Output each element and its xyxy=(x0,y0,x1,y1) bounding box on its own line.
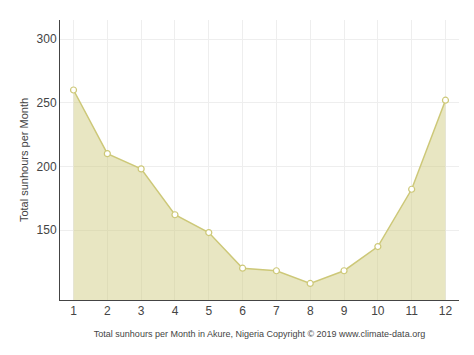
svg-text:12: 12 xyxy=(439,304,453,318)
svg-text:300: 300 xyxy=(37,32,57,46)
svg-text:7: 7 xyxy=(273,304,280,318)
svg-text:10: 10 xyxy=(371,304,385,318)
svg-text:5: 5 xyxy=(205,304,212,318)
svg-text:4: 4 xyxy=(172,304,179,318)
svg-text:Total sunhours per Month in Ak: Total sunhours per Month in Akure, Niger… xyxy=(94,329,425,339)
svg-text:Total sunhours per Month: Total sunhours per Month xyxy=(18,98,30,222)
svg-text:200: 200 xyxy=(37,160,57,174)
svg-text:8: 8 xyxy=(307,304,314,318)
svg-text:6: 6 xyxy=(239,304,246,318)
svg-text:150: 150 xyxy=(37,223,57,237)
svg-text:9: 9 xyxy=(341,304,348,318)
svg-text:250: 250 xyxy=(37,96,57,110)
svg-text:11: 11 xyxy=(405,304,418,318)
svg-text:2: 2 xyxy=(104,304,111,318)
svg-text:3: 3 xyxy=(138,304,145,318)
svg-text:1: 1 xyxy=(70,304,77,318)
